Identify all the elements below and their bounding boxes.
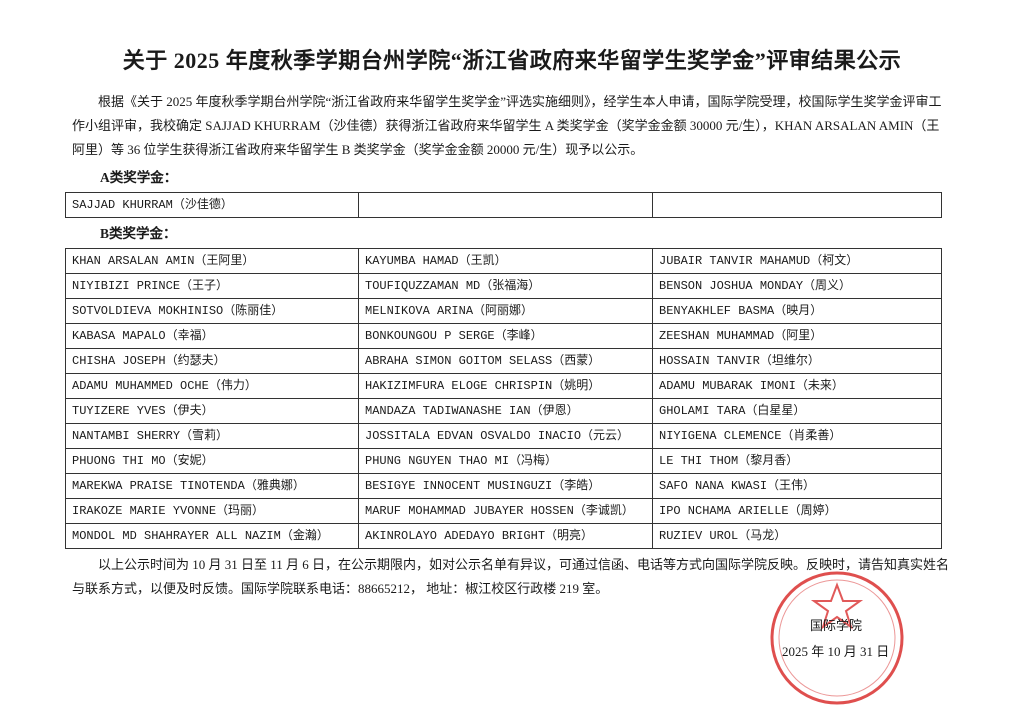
student-name-cell: ZEESHAN MUHAMMAD（阿里）: [652, 323, 942, 349]
student-name-cell: MAREKWA PRAISE TINOTENDA（雅典娜）: [65, 473, 359, 499]
table-row: NANTAMBI SHERRY（雪莉） JOSSITALA EDVAN OSVAL…: [65, 423, 942, 449]
signature-org: 国际学院: [810, 618, 863, 633]
intro-text: 根据《关于 2025 年度秋季学期台州学院“浙江省政府来华留学生奖学金”评选实施…: [72, 94, 942, 157]
student-name-cell: [652, 192, 942, 218]
student-name-cell: SOTVOLDIEVA MOKHINISO（陈丽佳）: [65, 298, 359, 324]
closing-text: 以上公示时间为 10 月 31 日至 11 月 6 日，在公示期限内，如对公示名…: [72, 557, 950, 596]
table-row: CHISHA JOSEPH（约瑟夫） ABRAHA SIMON GOITOM SE…: [65, 348, 942, 374]
student-name-cell: TOUFIQUZZAMAN MD（张福海）: [358, 273, 653, 299]
student-name-cell: MONDOL MD SHAHRAYER ALL NAZIM（金瀚）: [65, 523, 359, 549]
table-row: SOTVOLDIEVA MOKHINISO（陈丽佳） MELNIKOVA ARIN…: [65, 298, 942, 324]
student-name-cell: ADAMU MUBARAK IMONI（未来）: [652, 373, 942, 399]
student-name-cell: IPO NCHAMA ARIELLE（周婷）: [652, 498, 942, 524]
student-name-cell: SAJJAD KHURRAM（沙佳德）: [65, 192, 359, 218]
student-name-cell: IRAKOZE MARIE YVONNE（玛丽）: [65, 498, 359, 524]
student-name-cell: CHISHA JOSEPH（约瑟夫）: [65, 348, 359, 374]
student-name-cell: ABRAHA SIMON GOITOM SELASS（西蒙）: [358, 348, 653, 374]
student-name-cell: PHUNG NGUYEN THAO MI（冯梅）: [358, 448, 653, 474]
table-row: ADAMU MUHAMMED OCHE（伟力） HAKIZIMFURA ELOGE…: [65, 373, 942, 399]
student-name-cell: SAFO NANA KWASI（王伟）: [652, 473, 942, 499]
b-scholarship-label: B类奖学金：: [100, 226, 177, 241]
student-name-cell: MANDAZA TADIWANASHE IAN（伊恩）: [358, 398, 653, 424]
student-name-cell: BONKOUNGOU P SERGE（李峰）: [358, 323, 653, 349]
closing-paragraph: 以上公示时间为 10 月 31 日至 11 月 6 日，在公示期限内，如对公示名…: [72, 553, 952, 601]
intro-paragraph: 根据《关于 2025 年度秋季学期台州学院“浙江省政府来华留学生奖学金”评选实施…: [72, 90, 952, 162]
student-name-cell: HOSSAIN TANVIR（坦维尔）: [652, 348, 942, 374]
student-name-cell: TUYIZERE YVES（伊夫）: [65, 398, 359, 424]
student-name-cell: KABASA MAPALO（幸福）: [65, 323, 359, 349]
student-name-cell: AKINROLAYO ADEDAYO BRIGHT（明亮）: [358, 523, 653, 549]
a-scholarship-label: A类奖学金：: [100, 170, 178, 185]
signature-block: 国际学院 2025 年 10 月 31 日: [770, 571, 952, 705]
student-name-cell: HAKIZIMFURA ELOGE CHRISPIN（姚明）: [358, 373, 653, 399]
student-name-cell: BENYAKHLEF BASMA（映月）: [652, 298, 942, 324]
signature-date: 2025 年 10 月 31 日: [782, 644, 890, 659]
student-name-cell: BESIGYE INNOCENT MUSINGUZI（李皓）: [358, 473, 653, 499]
student-name-cell: ADAMU MUHAMMED OCHE（伟力）: [65, 373, 359, 399]
student-name-cell: BENSON JOSHUA MONDAY（周义）: [652, 273, 942, 299]
table-row: SAJJAD KHURRAM（沙佳德）: [65, 192, 942, 218]
document-title: 关于 2025 年度秋季学期台州学院“浙江省政府来华留学生奖学金”评审结果公示: [122, 48, 902, 73]
table-row: MONDOL MD SHAHRAYER ALL NAZIM（金瀚） AKINROL…: [65, 523, 942, 549]
student-name-cell: LE THI THOM（黎月香）: [652, 448, 942, 474]
a-scholarship-table: SAJJAD KHURRAM（沙佳德）: [65, 192, 942, 218]
table-row: TUYIZERE YVES（伊夫） MANDAZA TADIWANASHE IAN…: [65, 398, 942, 424]
student-name-cell: MARUF MOHAMMAD JUBAYER HOSSEN（李诚凯）: [358, 498, 653, 524]
table-row: PHUONG THI MO（安妮） PHUNG NGUYEN THAO MI（冯梅…: [65, 448, 942, 474]
table-row: IRAKOZE MARIE YVONNE（玛丽） MARUF MOHAMMAD J…: [65, 498, 942, 524]
b-scholarship-table: KHAN ARSALAN AMIN（王阿里） KAYUMBA HAMAD（王凯） J…: [65, 248, 942, 549]
student-name-cell: KHAN ARSALAN AMIN（王阿里）: [65, 248, 359, 274]
student-name-cell: MELNIKOVA ARINA（阿丽娜）: [358, 298, 653, 324]
student-name-cell: NIYIGENA CLEMENCE（肖柔善）: [652, 423, 942, 449]
table-row: MAREKWA PRAISE TINOTENDA（雅典娜） BESIGYE INN…: [65, 473, 942, 499]
student-name-cell: [358, 192, 653, 218]
student-name-cell: KAYUMBA HAMAD（王凯）: [358, 248, 653, 274]
student-name-cell: NANTAMBI SHERRY（雪莉）: [65, 423, 359, 449]
student-name-cell: JOSSITALA EDVAN OSVALDO INACIO（元云）: [358, 423, 653, 449]
table-row: KABASA MAPALO（幸福） BONKOUNGOU P SERGE（李峰） Z…: [65, 323, 942, 349]
student-name-cell: PHUONG THI MO（安妮）: [65, 448, 359, 474]
student-name-cell: JUBAIR TANVIR MAHAMUD（柯文）: [652, 248, 942, 274]
table-row: KHAN ARSALAN AMIN（王阿里） KAYUMBA HAMAD（王凯） J…: [65, 248, 942, 274]
student-name-cell: GHOLAMI TARA（白星星）: [652, 398, 942, 424]
student-name-cell: RUZIEV UROL（马龙）: [652, 523, 942, 549]
student-name-cell: NIYIBIZI PRINCE（王子）: [65, 273, 359, 299]
table-row: NIYIBIZI PRINCE（王子） TOUFIQUZZAMAN MD（张福海）…: [65, 273, 942, 299]
